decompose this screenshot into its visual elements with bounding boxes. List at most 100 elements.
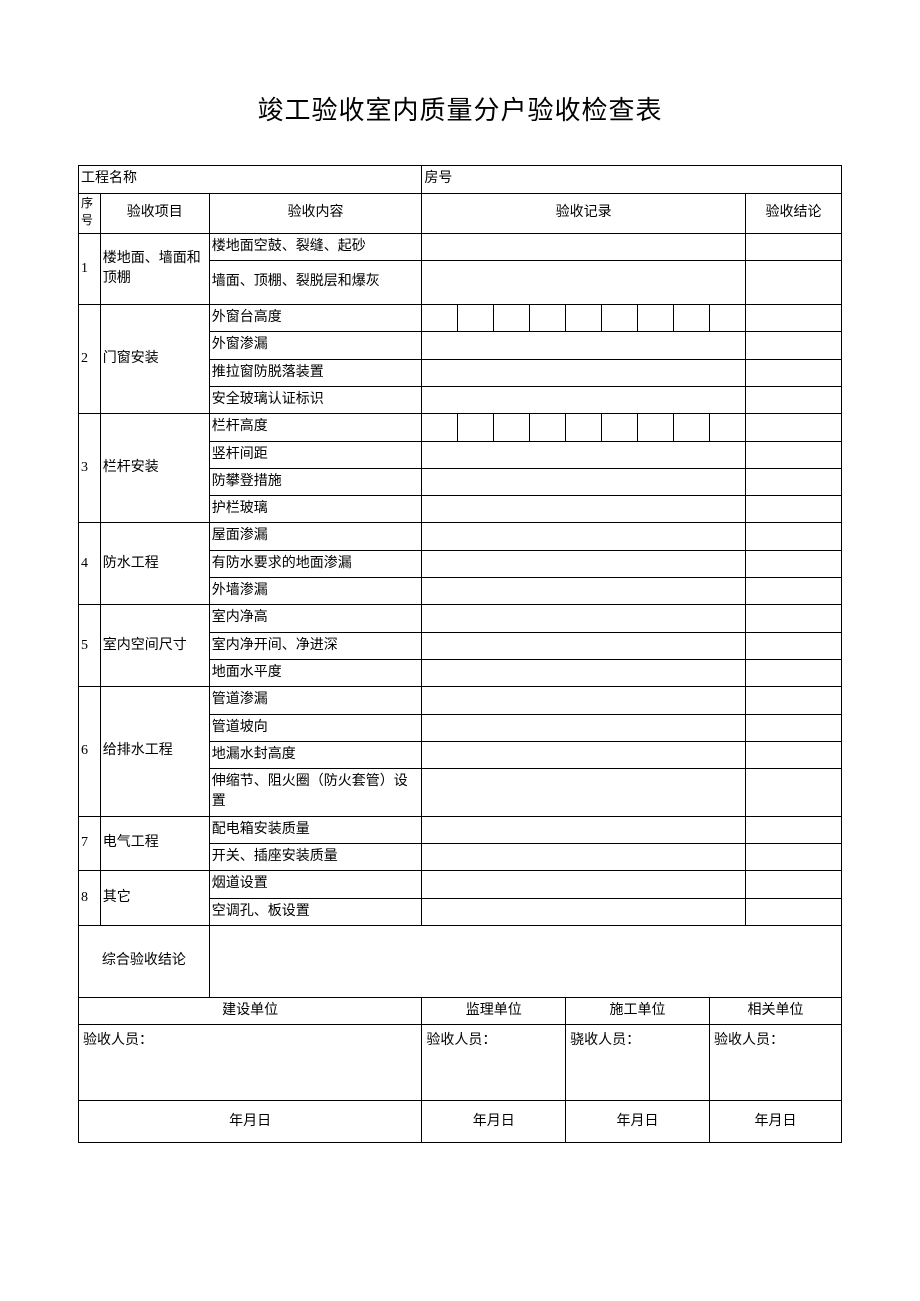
record-cell [458, 305, 494, 332]
hdr-record: 验收记录 [422, 194, 746, 234]
record-cell [422, 871, 746, 898]
seq-cell: 3 [79, 414, 101, 523]
record-cell [422, 898, 746, 925]
unit-related: 相关单位 [709, 997, 841, 1024]
sig-person-4: 验收人员： [709, 1025, 841, 1101]
conclusion-cell [745, 605, 841, 632]
content-cell: 伸缩节、阻火圈（防火套管）设置 [209, 769, 422, 817]
unit-contractor: 施工单位 [566, 997, 710, 1024]
content-cell: 管道渗漏 [209, 687, 422, 714]
conclusion-cell [745, 844, 841, 871]
table-row: 2 门窗安装 外窗台高度 [79, 305, 842, 332]
content-cell: 有防水要求的地面渗漏 [209, 550, 422, 577]
record-cell [422, 632, 746, 659]
conclusion-cell [745, 523, 841, 550]
sig-date-1: 年月日 [79, 1101, 422, 1143]
record-cell [422, 359, 746, 386]
conclusion-cell [745, 359, 841, 386]
record-cell [674, 414, 710, 441]
item-cell: 其它 [100, 871, 209, 926]
seq-cell: 4 [79, 523, 101, 605]
date-row: 年月日 年月日 年月日 年月日 [79, 1101, 842, 1143]
inspection-table: 工程名称 房号 序 号 验收项目 验收内容 验收记录 验收结论 1 楼地面、墙面… [78, 165, 842, 1143]
units-row: 建设单位 监理单位 施工单位 相关单位 [79, 997, 842, 1024]
content-cell: 防攀登措施 [209, 468, 422, 495]
record-cell [602, 305, 638, 332]
item-cell: 室内空间尺寸 [100, 605, 209, 687]
record-cell [422, 578, 746, 605]
record-cell [422, 523, 746, 550]
conclusion-cell [745, 332, 841, 359]
conclusion-cell [745, 496, 841, 523]
record-cell [422, 305, 458, 332]
content-cell: 空调孔、板设置 [209, 898, 422, 925]
sig-date-3: 年月日 [566, 1101, 710, 1143]
record-cell [566, 305, 602, 332]
header-row-meta: 工程名称 房号 [79, 166, 842, 194]
record-cell [422, 386, 746, 413]
record-cell [422, 714, 746, 741]
record-cell [674, 305, 710, 332]
item-cell: 给排水工程 [100, 687, 209, 816]
conclusion-cell [745, 550, 841, 577]
record-cell [422, 816, 746, 843]
table-row: 1 楼地面、墙面和顶棚 楼地面空鼓、裂缝、起砂 [79, 233, 842, 260]
sig-date-2: 年月日 [422, 1101, 566, 1143]
record-cell [422, 769, 746, 817]
conclusion-cell [745, 414, 841, 441]
record-cell [422, 550, 746, 577]
record-cell [530, 414, 566, 441]
content-cell: 屋面渗漏 [209, 523, 422, 550]
sig-person-1: 验收人员： [79, 1025, 422, 1101]
content-cell: 配电箱安装质量 [209, 816, 422, 843]
table-row: 5 室内空间尺寸 室内净高 [79, 605, 842, 632]
hdr-item: 验收项目 [100, 194, 209, 234]
content-cell: 推拉窗防脱落装置 [209, 359, 422, 386]
content-cell: 管道坡向 [209, 714, 422, 741]
record-cell [422, 261, 746, 305]
conclusion-cell [745, 816, 841, 843]
conclusion-cell [745, 261, 841, 305]
conclusion-cell [745, 632, 841, 659]
content-cell: 室内净开间、净进深 [209, 632, 422, 659]
signature-row: 验收人员： 验收人员： 骁收人员： 验收人员： [79, 1025, 842, 1101]
record-cell [422, 741, 746, 768]
content-cell: 护栏玻璃 [209, 496, 422, 523]
conclusion-cell [745, 386, 841, 413]
header-row-cols: 序 号 验收项目 验收内容 验收记录 验收结论 [79, 194, 842, 234]
content-cell: 墙面、顶棚、裂脱层和爆灰 [209, 261, 422, 305]
record-cell [494, 414, 530, 441]
content-cell: 外墙渗漏 [209, 578, 422, 605]
content-cell: 楼地面空鼓、裂缝、起砂 [209, 233, 422, 260]
conclusion-cell [745, 769, 841, 817]
item-cell: 栏杆安装 [100, 414, 209, 523]
summary-row: 综合验收结论 [79, 925, 842, 997]
hdr-seq: 序 号 [79, 194, 101, 234]
table-row: 3 栏杆安装 栏杆高度 [79, 414, 842, 441]
seq-cell: 5 [79, 605, 101, 687]
content-cell: 烟道设置 [209, 871, 422, 898]
seq-cell: 7 [79, 816, 101, 871]
conclusion-cell [745, 233, 841, 260]
record-cell [602, 414, 638, 441]
record-cell [422, 468, 746, 495]
seq-cell: 1 [79, 233, 101, 304]
room-no-cell: 房号 [422, 166, 842, 194]
record-cell [422, 844, 746, 871]
sig-person-3: 骁收人员： [566, 1025, 710, 1101]
content-cell: 栏杆高度 [209, 414, 422, 441]
record-cell [422, 332, 746, 359]
conclusion-cell [745, 578, 841, 605]
table-row: 7 电气工程 配电箱安装质量 [79, 816, 842, 843]
conclusion-cell [745, 468, 841, 495]
content-cell: 外窗台高度 [209, 305, 422, 332]
hdr-conclusion: 验收结论 [745, 194, 841, 234]
record-cell [422, 414, 458, 441]
record-cell [422, 441, 746, 468]
record-cell [566, 414, 602, 441]
content-cell: 地面水平度 [209, 659, 422, 686]
summary-value [209, 925, 841, 997]
record-cell [458, 414, 494, 441]
content-cell: 室内净高 [209, 605, 422, 632]
table-row: 8 其它 烟道设置 [79, 871, 842, 898]
